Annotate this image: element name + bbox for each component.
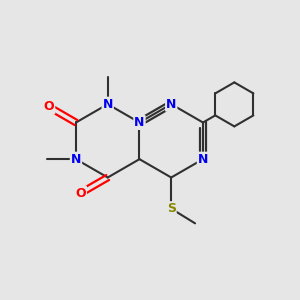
Text: O: O [44, 100, 54, 113]
Text: N: N [198, 153, 208, 166]
Text: N: N [71, 153, 81, 166]
Text: S: S [167, 202, 176, 215]
Text: O: O [75, 187, 86, 200]
Text: N: N [166, 98, 176, 111]
Text: N: N [103, 98, 113, 111]
Text: N: N [134, 116, 145, 129]
